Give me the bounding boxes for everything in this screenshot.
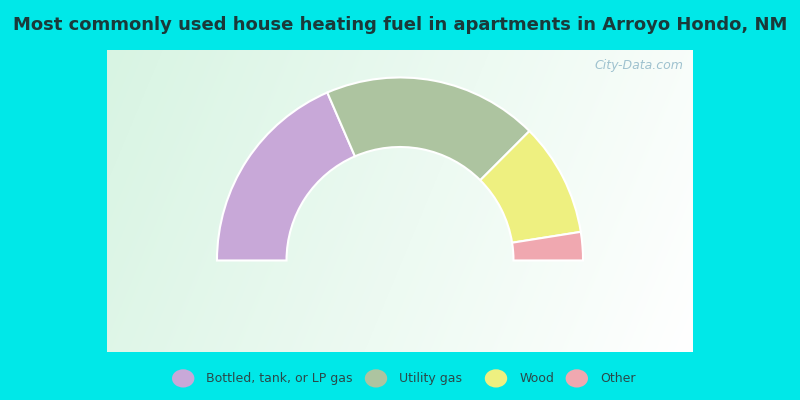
Ellipse shape xyxy=(566,369,588,388)
Text: Utility gas: Utility gas xyxy=(399,372,462,385)
Wedge shape xyxy=(327,78,530,180)
Text: City-Data.com: City-Data.com xyxy=(595,59,684,72)
Ellipse shape xyxy=(172,369,194,388)
Wedge shape xyxy=(217,92,355,260)
Text: Wood: Wood xyxy=(519,372,554,385)
Ellipse shape xyxy=(485,369,507,388)
Wedge shape xyxy=(480,131,581,243)
Text: Other: Other xyxy=(600,372,635,385)
Wedge shape xyxy=(512,232,583,260)
Text: Bottled, tank, or LP gas: Bottled, tank, or LP gas xyxy=(206,372,353,385)
Text: Most commonly used house heating fuel in apartments in Arroyo Hondo, NM: Most commonly used house heating fuel in… xyxy=(13,16,787,34)
Ellipse shape xyxy=(365,369,387,388)
